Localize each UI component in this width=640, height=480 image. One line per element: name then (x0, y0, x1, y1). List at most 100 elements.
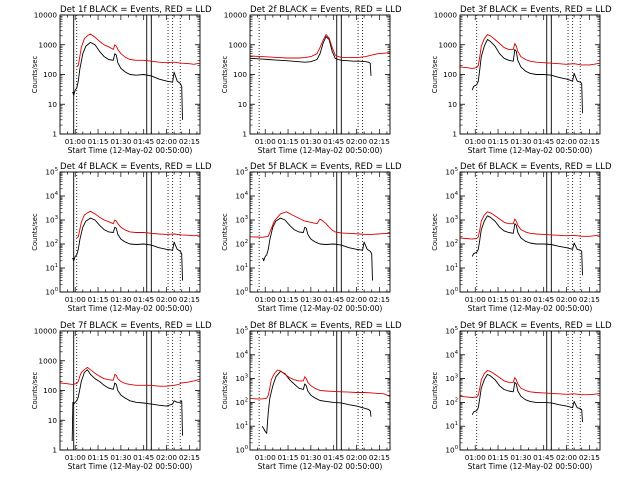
x-tick-label: 01:00 (65, 137, 86, 146)
plot-frame (459, 171, 601, 293)
y-tick-label: 105 (235, 326, 248, 336)
y-axis-label: Counts/sec (431, 213, 439, 251)
x-tick-label: 01:15 (88, 295, 109, 304)
panel-title: Det 2f BLACK = Events, RED = LLD (250, 5, 402, 15)
x-tick-label: 02:00 (156, 295, 177, 304)
x-tick-label: 01:30 (510, 137, 531, 146)
y-tick-label: 105 (445, 326, 458, 336)
x-tick-label: 02:15 (579, 295, 600, 304)
x-tick-label: 01:45 (133, 295, 154, 304)
y-tick-label: 1000 (228, 40, 247, 49)
series-events-line (261, 370, 372, 434)
y-tick-label: 1000 (38, 356, 57, 365)
x-tick-label: 01:30 (510, 295, 531, 304)
x-tick-label: 01:00 (465, 453, 486, 462)
y-tick-label: 105 (235, 167, 248, 177)
x-tick-label: 02:15 (179, 453, 200, 462)
y-tick-label: 101 (235, 263, 248, 273)
x-tick-label: 02:00 (346, 295, 367, 304)
y-tick-label: 101 (445, 263, 458, 273)
y-tick-label: 101 (235, 421, 248, 431)
x-tick-label: 01:00 (465, 137, 486, 146)
y-tick-label: 102 (235, 239, 248, 249)
y-tick-label: 100 (235, 445, 248, 455)
x-tick-label: 01:15 (488, 295, 509, 304)
x-tick-label: 01:30 (110, 137, 131, 146)
panel-det-6: Det 6f BLACK = Events, RED = LLD 100 101 10… (431, 162, 612, 313)
series-events-line (471, 215, 583, 276)
y-tick-label: 100 (445, 445, 458, 455)
x-tick-label: 01:30 (110, 453, 131, 462)
y-tick-label: 1 (452, 130, 457, 139)
plot-frame (249, 14, 391, 135)
y-tick-label: 100 (235, 287, 248, 297)
x-tick-label: 01:15 (88, 137, 109, 146)
panel-det-7: Det 7f BLACK = Events, RED = LLD 1 10 100 10… (31, 321, 212, 471)
x-tick-label: 02:15 (179, 137, 200, 146)
y-tick-label: 100 (445, 287, 458, 297)
x-tick-label: 01:15 (278, 137, 299, 146)
series-lld-line (249, 34, 391, 59)
y-tick-label: 105 (45, 167, 58, 177)
y-tick-label: 104 (445, 191, 458, 201)
y-tick-label: 10000 (224, 11, 248, 20)
y-tick-label: 103 (445, 374, 458, 384)
x-axis-label: Start Time (12-May-02 00:50:00) (68, 462, 193, 471)
panel-det-1: Det 1f BLACK = Events, RED = LLD 1 10 100 10… (31, 5, 212, 155)
panel-title: Det 5f BLACK = Events, RED = LLD (250, 162, 402, 172)
panel-title: Det 8f BLACK = Events, RED = LLD (250, 321, 402, 331)
y-tick-label: 100 (43, 386, 57, 395)
x-axis-label: Start Time (12-May-02 00:50:00) (68, 304, 193, 313)
y-tick-label: 100 (43, 70, 57, 79)
y-tick-label: 104 (235, 191, 248, 201)
x-tick-label: 02:15 (579, 137, 600, 146)
panel-det-5: Det 5f BLACK = Events, RED = LLD 100 101 10… (221, 162, 402, 313)
x-tick-label: 01:00 (255, 137, 276, 146)
series-events-line (262, 217, 373, 281)
x-tick-label: 01:45 (533, 137, 554, 146)
y-tick-label: 100 (45, 287, 58, 297)
x-tick-label: 01:45 (533, 453, 554, 462)
y-axis-label: Counts/sec (221, 372, 229, 410)
x-tick-label: 02:15 (369, 295, 390, 304)
y-tick-label: 103 (445, 215, 458, 225)
y-tick-label: 10 (48, 416, 58, 425)
series-events-line (471, 39, 583, 114)
y-axis-label: Counts/sec (221, 213, 229, 251)
x-tick-label: 01:45 (323, 295, 344, 304)
panel-title: Det 9f BLACK = Events, RED = LLD (460, 321, 612, 331)
x-tick-label: 01:30 (300, 137, 321, 146)
x-tick-label: 02:00 (556, 137, 577, 146)
x-tick-label: 01:00 (65, 453, 86, 462)
series-events-line (72, 217, 183, 281)
x-tick-label: 01:45 (133, 453, 154, 462)
y-axis-label: Counts/sec (31, 372, 39, 410)
series-lld-line (59, 366, 201, 387)
y-tick-label: 104 (235, 350, 248, 360)
y-tick-label: 102 (235, 397, 248, 407)
x-tick-label: 01:00 (65, 295, 86, 304)
x-tick-label: 01:15 (278, 295, 299, 304)
x-axis-label: Start Time (12-May-02 00:50:00) (258, 304, 383, 313)
panel-det-9: Det 9f BLACK = Events, RED = LLD 100 101 10… (431, 321, 612, 471)
x-axis-label: Start Time (12-May-02 00:50:00) (258, 462, 383, 471)
y-tick-label: 1 (52, 130, 57, 139)
panel-det-3: Det 3f BLACK = Events, RED = LLD 1 10 100 10… (431, 5, 612, 155)
series-lld-line (249, 369, 391, 400)
y-tick-label: 103 (235, 374, 248, 384)
series-lld-line (76, 210, 201, 239)
series-lld-line (459, 34, 601, 69)
y-tick-label: 102 (45, 239, 58, 249)
panel-title: Det 6f BLACK = Events, RED = LLD (460, 162, 612, 172)
x-tick-label: 02:00 (156, 137, 177, 146)
x-tick-label: 01:30 (300, 295, 321, 304)
x-axis-label: Start Time (12-May-02 00:50:00) (468, 146, 593, 155)
series-lld-line (249, 211, 391, 238)
panel-det-2: Det 2f BLACK = Events, RED = LLD 1 10 100 10… (221, 5, 402, 155)
plot-frame (249, 330, 391, 451)
y-tick-label: 100 (443, 70, 457, 79)
y-tick-label: 10000 (434, 11, 458, 20)
y-axis-label: Counts/sec (31, 56, 39, 94)
y-tick-label: 10000 (34, 327, 58, 336)
plot-frame (59, 330, 201, 451)
